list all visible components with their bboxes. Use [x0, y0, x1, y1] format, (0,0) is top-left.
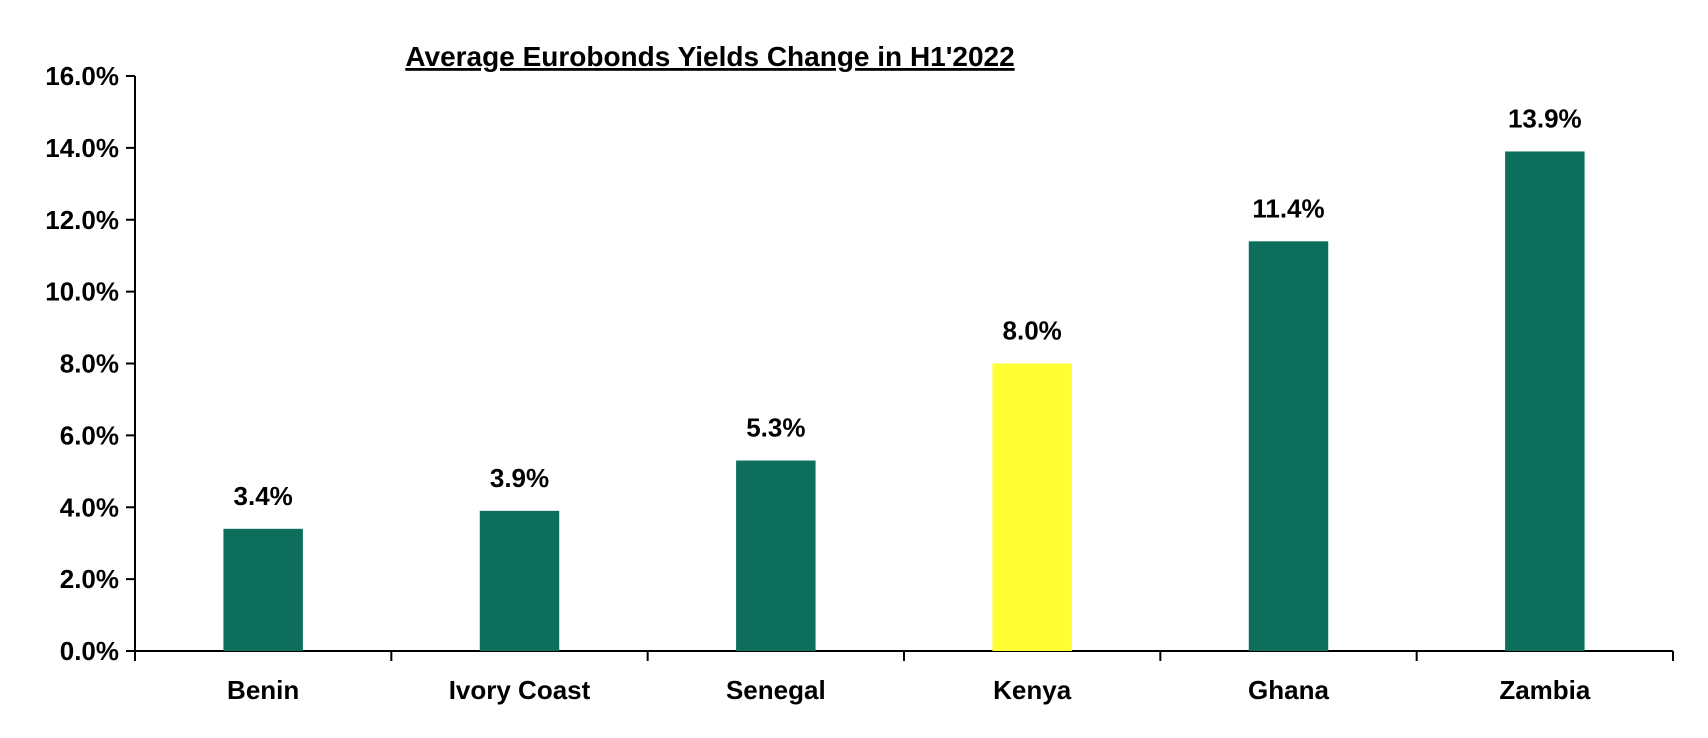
y-axis: 0.0% 2.0% 4.0% 6.0% 8.0% 10.0% 12.0% 14.0% 16.0%: [45, 61, 136, 666]
bar: [1248, 241, 1329, 651]
y-tick-label: 2.0%: [60, 564, 119, 594]
y-tick-label: 14.0%: [45, 133, 119, 163]
y-tick-label: 16.0%: [45, 61, 119, 91]
data-label: 13.9%: [1508, 103, 1582, 133]
bar: [992, 363, 1072, 651]
data-label: 5.3%: [746, 413, 805, 443]
chart-title: Average Eurobonds Yields Change in H1'20…: [405, 41, 1014, 72]
x-tick-label: Kenya: [993, 675, 1072, 705]
data-label: 3.4%: [234, 481, 293, 511]
x-tick-label: Benin: [227, 675, 299, 705]
data-labels: 3.4% 3.9% 5.3% 8.0% 11.4% 13.9%: [234, 103, 1582, 510]
bar: [1505, 151, 1585, 651]
data-label: 11.4%: [1252, 193, 1324, 223]
y-tick-label: 4.0%: [60, 492, 119, 522]
bar: [223, 528, 303, 651]
x-tick-label: Senegal: [726, 675, 826, 705]
x-tick-label: Ivory Coast: [449, 675, 591, 705]
bar: [736, 460, 816, 651]
y-tick-label: 12.0%: [45, 205, 119, 235]
x-tick-label: Zambia: [1499, 675, 1591, 705]
bars: [223, 151, 1585, 651]
bar: [479, 510, 560, 651]
x-tick-label: Ghana: [1248, 675, 1329, 705]
x-axis: Benin Ivory Coast Senegal Kenya Ghana Zambia: [134, 650, 1674, 705]
y-tick-label: 6.0%: [60, 420, 119, 450]
data-label: 3.9%: [490, 463, 549, 493]
y-tick-label: 0.0%: [60, 636, 119, 666]
data-label: 8.0%: [1003, 316, 1062, 346]
y-tick-label: 10.0%: [45, 277, 119, 307]
y-tick-label: 8.0%: [60, 349, 119, 379]
